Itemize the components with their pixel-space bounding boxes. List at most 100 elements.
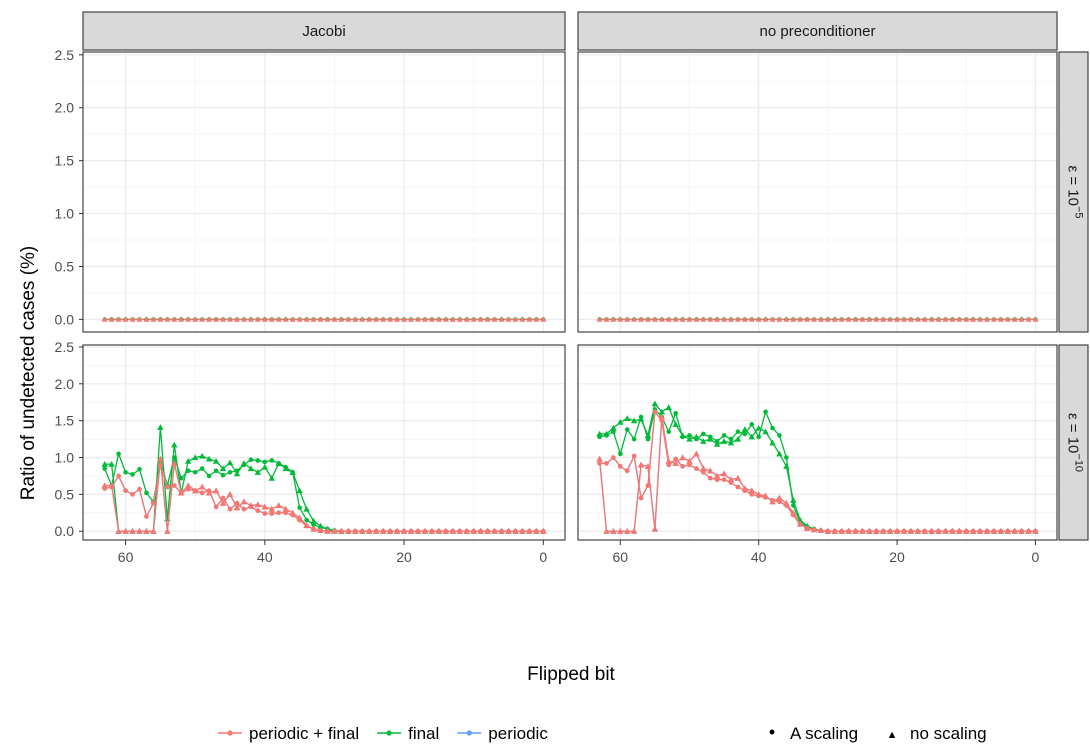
data-point xyxy=(658,316,665,322)
data-point xyxy=(624,415,631,422)
data-point xyxy=(317,527,324,534)
data-point xyxy=(227,469,233,475)
data-point xyxy=(178,475,184,481)
data-point xyxy=(797,316,804,322)
panel-1-0 xyxy=(83,345,565,540)
data-point xyxy=(171,460,178,466)
data-point xyxy=(748,316,755,322)
data-point xyxy=(526,528,533,534)
data-point xyxy=(693,433,700,440)
data-point xyxy=(456,528,463,534)
data-point xyxy=(198,483,206,490)
column-strip xyxy=(82,11,566,51)
data-point xyxy=(248,457,254,463)
data-point xyxy=(254,501,262,508)
data-point xyxy=(540,528,547,534)
data-point xyxy=(185,458,192,464)
data-point xyxy=(803,525,811,531)
data-point xyxy=(268,316,275,322)
data-point xyxy=(728,316,735,322)
data-point xyxy=(304,517,309,523)
data-point xyxy=(408,316,415,322)
data-point xyxy=(414,316,421,322)
axes-layer: 0.0 0.5 1.0 1.5 2.0 2.5 0.0 0.5 1.0 1.5 2.0 2.5 60 40… xyxy=(55,47,1040,565)
data-point xyxy=(713,441,721,447)
x-tick-label: 20 xyxy=(889,549,905,565)
data-point xyxy=(963,528,970,534)
series-line xyxy=(104,458,544,532)
data-point xyxy=(721,316,728,322)
data-point xyxy=(366,528,373,534)
data-point xyxy=(275,460,282,466)
data-point xyxy=(693,316,700,322)
data-point xyxy=(498,528,505,534)
panel-border xyxy=(577,51,1058,333)
data-point xyxy=(887,316,894,322)
data-point xyxy=(630,528,638,534)
data-point xyxy=(387,316,394,322)
data-point xyxy=(673,456,678,462)
data-point xyxy=(268,474,275,481)
data-point xyxy=(108,460,115,467)
data-point xyxy=(679,432,686,438)
zero-series-0-0 xyxy=(101,316,547,322)
data-point xyxy=(470,528,477,534)
data-point xyxy=(233,504,241,511)
data-point xyxy=(603,430,610,437)
data-point xyxy=(199,466,205,471)
data-point xyxy=(1018,316,1025,322)
data-point xyxy=(338,528,345,534)
data-point xyxy=(720,470,728,477)
data-point xyxy=(741,316,748,322)
data-point xyxy=(610,424,617,431)
data-point xyxy=(226,459,234,466)
data-point xyxy=(810,526,818,533)
data-point xyxy=(769,498,776,505)
data-point xyxy=(776,494,783,501)
data-point xyxy=(907,316,914,322)
data-point xyxy=(261,503,269,510)
data-point xyxy=(303,505,310,512)
data-point xyxy=(845,316,852,322)
data-point xyxy=(693,450,700,457)
data-point xyxy=(665,404,672,410)
data-point xyxy=(275,502,282,508)
data-point xyxy=(310,316,317,322)
column-strip xyxy=(577,11,1058,51)
row-strip-label: ε = 10−10 xyxy=(1065,413,1085,472)
data-point xyxy=(777,433,782,438)
data-point xyxy=(130,472,135,477)
data-point xyxy=(359,528,366,534)
data-point xyxy=(247,316,254,322)
data-point xyxy=(178,489,185,496)
data-point xyxy=(213,316,220,322)
column-strip-label: Jacobi xyxy=(302,23,345,40)
data-point xyxy=(742,431,748,437)
data-point xyxy=(686,435,693,442)
data-point xyxy=(873,528,880,534)
data-point xyxy=(783,463,790,469)
data-point xyxy=(206,316,213,322)
data-point xyxy=(700,465,707,472)
data-point xyxy=(852,316,859,322)
data-point xyxy=(624,427,630,432)
panel-0-1 xyxy=(578,52,1057,332)
data-point xyxy=(1025,316,1032,322)
data-point xyxy=(651,525,659,532)
legend-label: final xyxy=(408,724,439,743)
data-point xyxy=(811,316,818,322)
y-tick-label: 0.5 xyxy=(55,258,75,274)
data-point xyxy=(637,415,645,422)
data-point xyxy=(983,528,991,534)
data-point xyxy=(630,417,638,424)
data-point xyxy=(672,421,679,427)
data-point xyxy=(233,316,240,322)
legend-label: periodic xyxy=(488,724,548,743)
data-point xyxy=(984,316,991,322)
data-point xyxy=(624,316,631,322)
data-point xyxy=(859,528,866,534)
data-point xyxy=(275,316,282,322)
data-point xyxy=(324,316,331,322)
data-point xyxy=(171,316,178,322)
data-point xyxy=(790,497,797,503)
